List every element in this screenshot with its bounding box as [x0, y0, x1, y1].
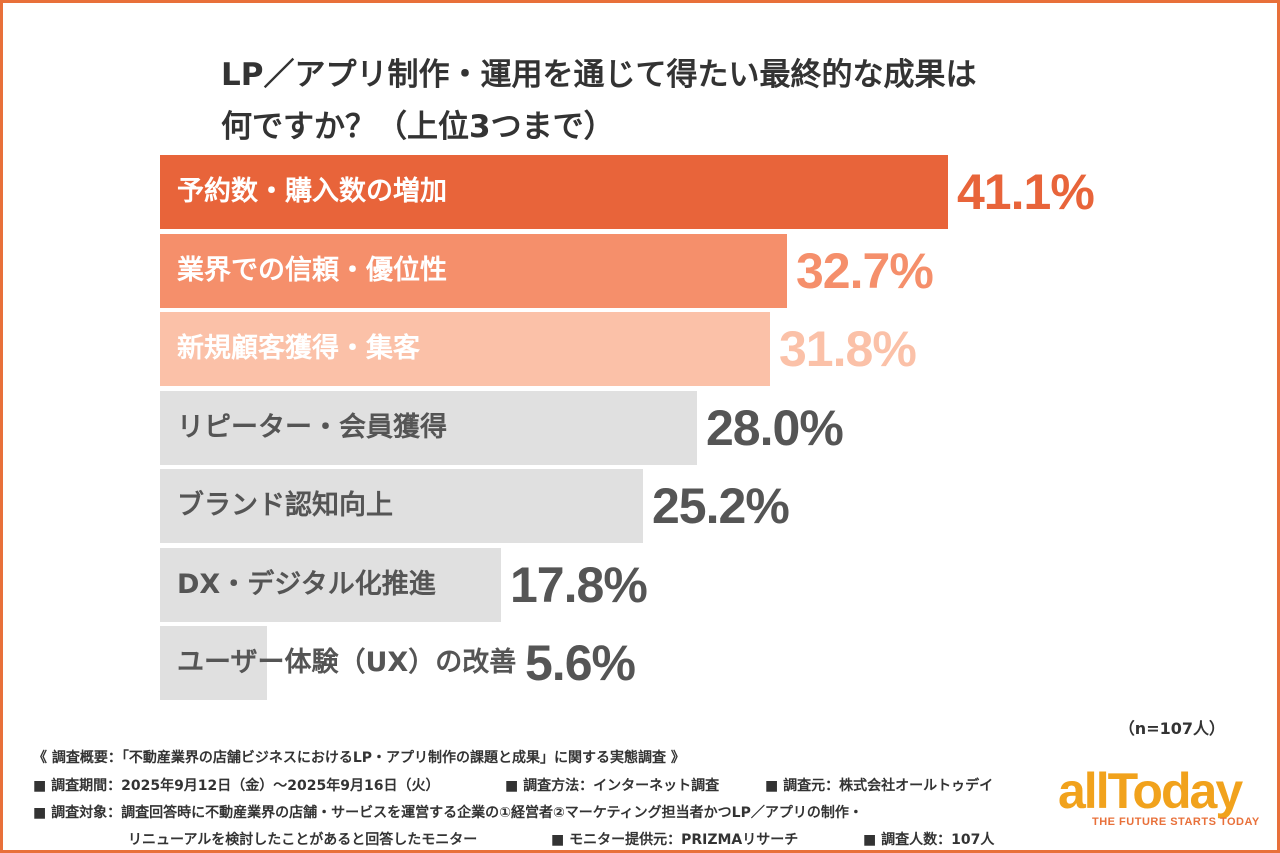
sample-size: （n=107人） — [1118, 719, 1225, 738]
category-label: リピーター・会員獲得 — [177, 412, 447, 443]
data-label: 5.6% — [525, 635, 636, 691]
category-label: 業界での信頼・優位性 — [177, 255, 447, 286]
bar — [160, 626, 267, 700]
bar — [160, 469, 643, 543]
category-label: DX・デジタル化推進 — [177, 569, 436, 600]
data-label: 32.7% — [796, 243, 934, 299]
survey-source: ■ 調査元：株式会社オールトゥデイ — [765, 778, 994, 794]
data-label: 41.1% — [957, 164, 1095, 220]
chart-title-line-1: LP／アプリ制作・運用を通じて得たい最終的な成果は — [221, 57, 977, 93]
bar — [160, 391, 697, 465]
category-label: ブランド認知向上 — [177, 490, 393, 521]
alltoday-logo: allToday THE FUTURE STARTS TODAY — [1058, 763, 1263, 828]
survey-overview: 《 調査概要：「不動産業界の店舗ビジネスにおけるLP・アプリ制作の課題と成果」に… — [33, 750, 685, 766]
survey-period: ■ 調査期間：2025年9月12日（金）～2025年9月16日（火） — [33, 778, 440, 794]
survey-target-continued: リニューアルを検討したことがあると回答したモニター — [128, 832, 478, 848]
bar — [160, 155, 948, 229]
logo-wordmark: allToday — [1058, 763, 1243, 819]
logo-tagline: THE FUTURE STARTS TODAY — [1092, 816, 1260, 828]
chart-title: LP／アプリ制作・運用を通じて得たい最終的な成果は 何ですか？（上位3つまで） — [221, 49, 1121, 153]
data-label: 25.2% — [652, 478, 790, 534]
survey-count: ■ 調査人数：107人 — [863, 832, 995, 848]
survey-monitor: ■ モニター提供元：PRIZMAリサーチ — [551, 832, 799, 848]
category-label: ユーザー体験（UX）の改善 — [177, 647, 517, 678]
data-label: 31.8% — [779, 321, 917, 377]
category-label: 新規顧客獲得・集客 — [177, 333, 420, 364]
survey-target: ■ 調査対象：調査回答時に不動産業界の店舗・サービスを運営する企業の①経営者②マ… — [33, 805, 863, 821]
data-label: 28.0% — [706, 400, 844, 456]
bar — [160, 234, 787, 308]
category-label: 予約数・購入数の増加 — [177, 176, 447, 207]
bar — [160, 312, 770, 386]
bar — [160, 548, 501, 622]
survey-method: ■ 調査方法：インターネット調査 — [505, 778, 720, 794]
bar-chart: 予約数・購入数の増加 41.1% 業界での信頼・優位性 32.7% 新規顧客獲得・集客 3… — [3, 3, 1280, 723]
data-label: 17.8% — [510, 557, 648, 613]
chart-title-line-2: 何ですか？（上位3つまで） — [221, 109, 615, 145]
